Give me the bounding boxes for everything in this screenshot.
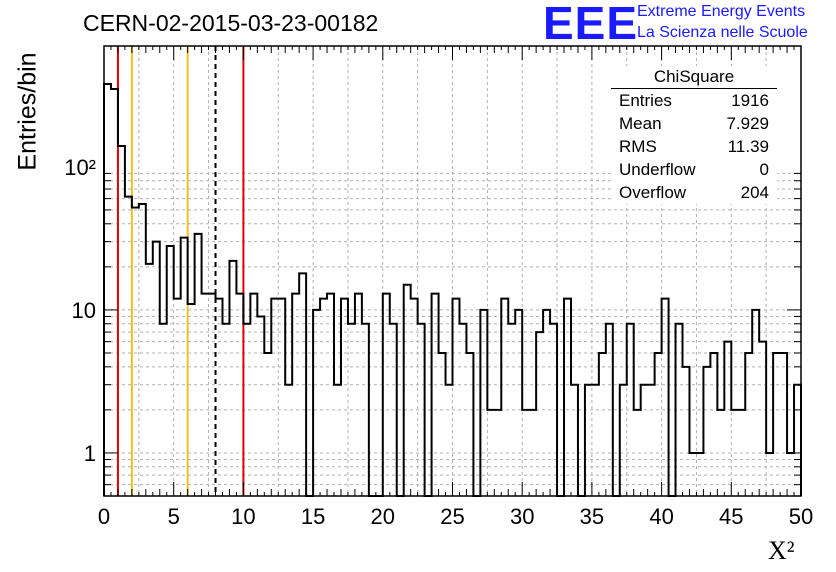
eee-logo: EEE — [543, 0, 639, 49]
x-tick-label: 40 — [649, 504, 673, 529]
x-tick-label: 30 — [510, 504, 534, 529]
logo-subtitle-1: Extreme Energy Events — [637, 3, 806, 20]
y-axis-label: Entries/bin — [13, 52, 42, 171]
y-tick-label: 10² — [64, 155, 96, 180]
stats-row: Overflow 204 — [611, 181, 777, 204]
x-tick-label: 5 — [168, 504, 180, 529]
stats-row: Entries 1916 — [611, 89, 777, 112]
stats-row: RMS 11.39 — [611, 135, 777, 158]
x-tick-label: 0 — [98, 504, 110, 529]
logo-subtitle-2: La Scienza nelle Scuole — [637, 24, 808, 41]
x-axis-label: X² — [768, 536, 795, 565]
stats-box: ChiSquare Entries 1916 Mean 7.929 RMS 11.39… — [611, 66, 777, 204]
stats-label: RMS — [619, 137, 657, 156]
x-tick-label: 20 — [371, 504, 395, 529]
stats-label: Entries — [619, 91, 672, 110]
x-tick-label: 50 — [789, 504, 813, 529]
stats-value: 204 — [740, 183, 769, 202]
x-tick-label: 25 — [440, 504, 464, 529]
x-tick-label: 35 — [580, 504, 604, 529]
stats-row: Mean 7.929 — [611, 112, 777, 135]
stats-label: Overflow — [619, 183, 687, 202]
chart-title: CERN-02-2015-03-23-00182 — [83, 10, 379, 36]
stats-row: Underflow 0 — [611, 158, 777, 181]
x-tick-label: 45 — [719, 504, 743, 529]
stats-value: 7.929 — [726, 114, 769, 133]
y-tick-label: 10 — [72, 298, 96, 323]
histogram-series — [103, 82, 802, 497]
stats-value: 1916 — [731, 91, 769, 110]
stats-value: 11.39 — [727, 137, 769, 156]
x-tick-label: 15 — [301, 504, 325, 529]
x-tick-label: 10 — [231, 504, 255, 529]
stats-value: 0 — [759, 160, 769, 179]
stats-label: Mean — [619, 114, 662, 133]
y-tick-labels: 1 10 10² — [64, 155, 96, 466]
x-tick-labels: 0 5 10 15 20 25 30 35 40 45 50 — [98, 504, 813, 529]
stats-label: Underflow — [619, 160, 696, 179]
y-tick-label: 1 — [84, 441, 96, 466]
stats-title: ChiSquare — [611, 66, 777, 89]
axis-ticks — [103, 46, 802, 497]
